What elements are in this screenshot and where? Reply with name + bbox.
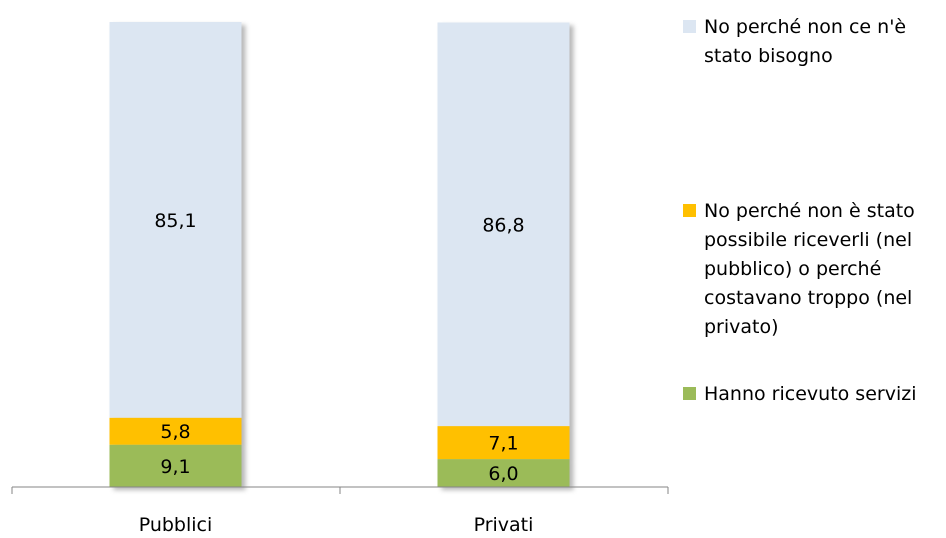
data-label-pubblici-received: 9,1 [160,456,190,478]
bar-segment-pubblici-received [109,444,242,487]
bar-segment-privati-not-needed [437,22,570,427]
legend-label: privato) [704,316,779,338]
bars-layer [109,22,570,487]
bar-segment-privati-received [437,459,570,487]
x-axis: Pubblici Privati [11,486,669,536]
legend-label: No perché non ce n'è [704,16,906,38]
bar-segment-privati-not-possible [437,426,570,460]
data-label-privati-not-needed: 86,8 [482,214,524,236]
legend-label: stato bisogno [704,45,833,67]
data-label-privati-not-possible: 7,1 [488,433,518,455]
legend-swatch [683,387,696,400]
legend-entry-2: Hanno ricevuto servizi [683,383,916,405]
bar-stack-pubblici [109,22,242,487]
data-label-pubblici-not-possible: 5,8 [160,421,190,443]
data-label-pubblici-not-needed: 85,1 [154,210,196,232]
legend-swatch [683,20,696,33]
x-tick-label-pubblici: Pubblici [139,514,213,536]
legend-label: possibile riceverli (nel [704,229,912,251]
legend-label: Hanno ricevuto servizi [704,383,916,405]
legend-entry-1: No perché non è stato possibile riceverli… [683,200,915,338]
bar-stack-privati [437,22,570,487]
data-label-privati-received: 6,0 [488,463,518,485]
data-labels-layer: 9,1 5,8 85,1 6,0 7,1 86,8 [154,210,524,485]
legend-swatch [683,204,696,217]
legend-label: costavano troppo (nel [704,287,912,309]
legend-label: No perché non è stato [704,200,915,222]
legend-entry-0: No perché non ce n'è stato bisogno [683,16,906,67]
x-tick-label-privati: Privati [474,514,534,536]
bar-segment-pubblici-not-possible [109,417,242,445]
bar-segment-pubblici-not-needed [109,22,242,418]
legend-label: pubblico) o perché [704,258,881,280]
